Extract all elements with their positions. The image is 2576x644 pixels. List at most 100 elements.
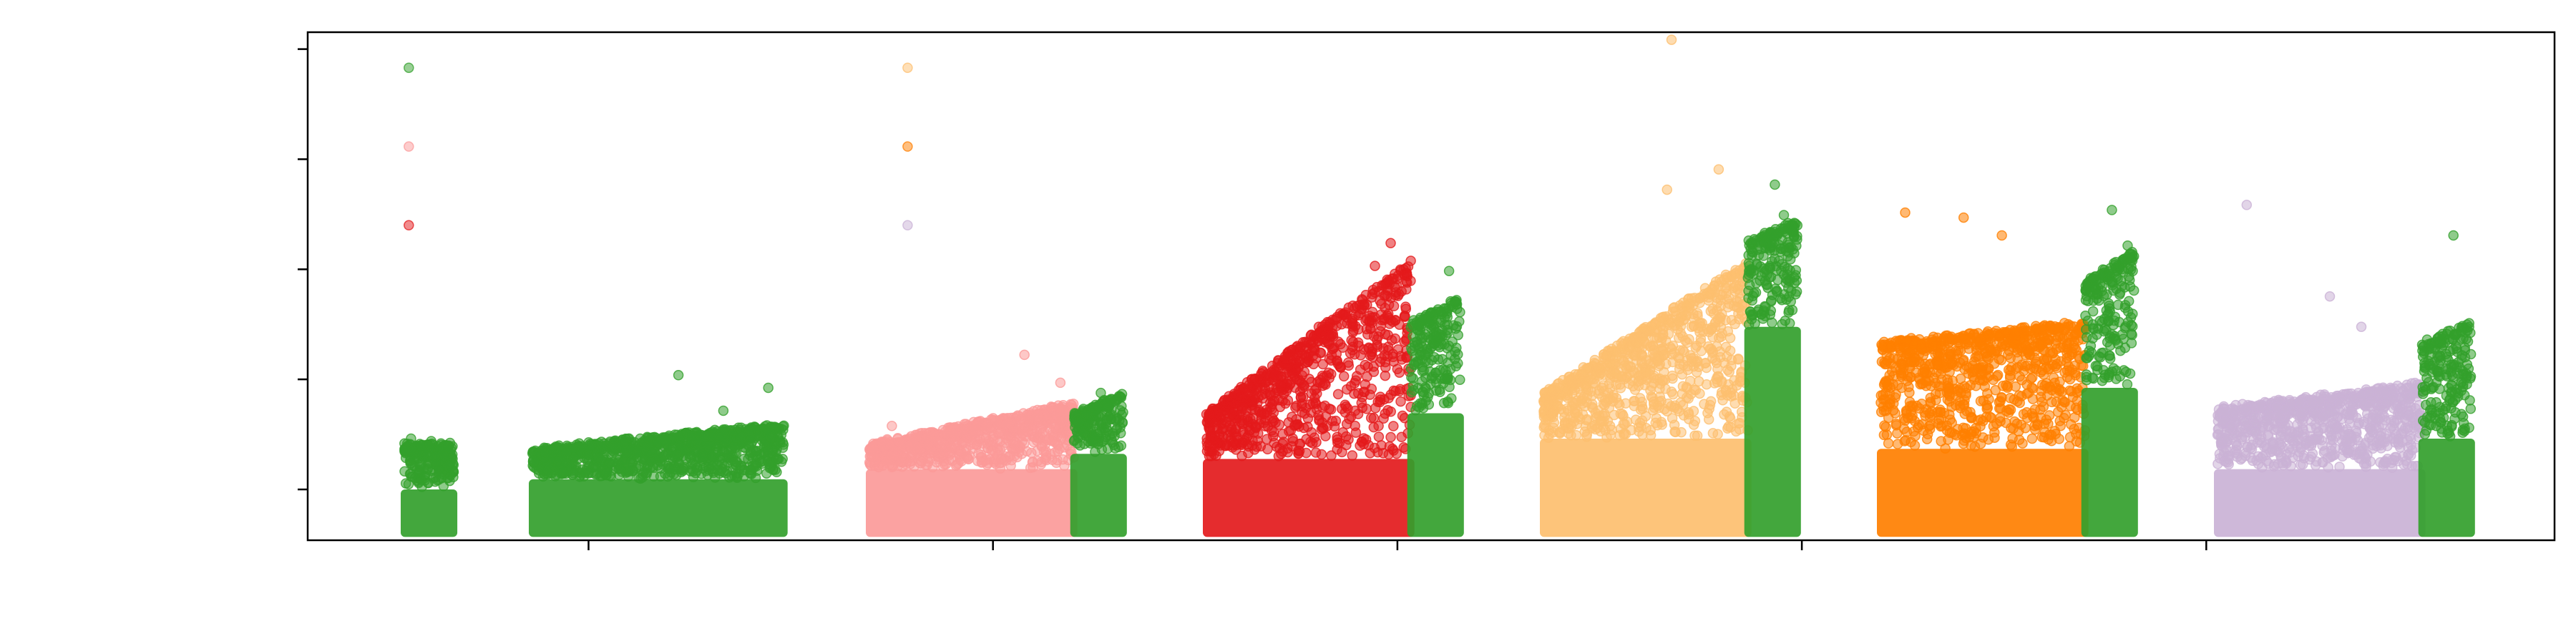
data-point — [1647, 392, 1658, 404]
data-point — [1981, 411, 1992, 423]
data-point — [1246, 374, 1258, 384]
data-point — [1093, 400, 1104, 411]
data-point — [1033, 409, 1044, 420]
data-point — [1785, 273, 1795, 284]
data-point — [1055, 377, 1066, 389]
data-point — [1701, 379, 1712, 390]
data-point — [1324, 353, 1335, 364]
data-point — [1385, 406, 1396, 417]
data-point — [1590, 407, 1601, 419]
data-point — [1218, 431, 1229, 442]
data-point — [1605, 369, 1616, 380]
data-point — [1406, 386, 1418, 398]
data-point — [1652, 356, 1663, 367]
data-point — [1378, 413, 1389, 424]
data-point — [1589, 374, 1600, 384]
data-point — [1342, 403, 1353, 414]
data-point — [884, 454, 895, 465]
data-point — [1735, 288, 1745, 299]
data-point — [1735, 372, 1746, 383]
series-band — [1744, 326, 1801, 537]
data-point — [1337, 342, 1348, 353]
data-point — [1363, 343, 1374, 354]
data-point — [1443, 373, 1453, 384]
data-point — [1659, 349, 1670, 360]
data-point — [593, 452, 605, 463]
data-point — [1667, 373, 1678, 384]
data-point — [1662, 184, 1672, 195]
data-point — [1409, 341, 1420, 352]
data-point — [406, 458, 416, 469]
data-point — [692, 464, 703, 476]
data-point — [434, 465, 445, 476]
data-point — [1371, 334, 1382, 346]
data-point — [678, 463, 689, 474]
data-point — [972, 417, 983, 428]
data-point — [895, 457, 907, 467]
data-point — [763, 382, 774, 394]
data-point — [700, 431, 711, 441]
data-point — [1442, 396, 1453, 407]
data-point — [608, 441, 619, 452]
data-point — [557, 467, 568, 477]
data-point — [416, 459, 427, 470]
data-point — [1736, 309, 1747, 320]
data-point — [1571, 395, 1583, 406]
data-point — [406, 433, 416, 444]
data-point — [1690, 385, 1702, 396]
data-point — [1615, 408, 1626, 419]
data-point — [1277, 438, 1288, 449]
data-point — [1243, 447, 1254, 459]
data-point — [675, 441, 686, 452]
data-point — [1390, 281, 1400, 293]
series-band — [1407, 413, 1464, 537]
data-point — [1686, 356, 1697, 367]
data-point — [422, 477, 434, 488]
series-band — [529, 479, 788, 537]
data-point — [620, 448, 630, 459]
data-point — [1572, 406, 1583, 417]
data-point — [1370, 260, 1380, 271]
data-point — [2044, 410, 2055, 421]
data-point — [560, 457, 571, 468]
data-point — [1726, 270, 1737, 281]
data-points — [399, 34, 2477, 537]
data-point — [413, 477, 424, 489]
data-point — [1599, 408, 1610, 419]
data-point — [1245, 394, 1257, 404]
data-point — [1669, 347, 1680, 358]
data-point — [1025, 462, 1036, 474]
data-point — [1752, 259, 1762, 270]
data-point — [962, 451, 972, 462]
data-point — [430, 450, 441, 462]
data-point — [1289, 420, 1300, 431]
data-point — [1323, 367, 1334, 379]
data-point — [1769, 253, 1780, 264]
data-point — [1434, 384, 1445, 395]
data-point — [1782, 263, 1793, 274]
data-point — [1743, 250, 1754, 261]
data-point — [1278, 389, 1289, 400]
data-point — [1313, 321, 1324, 333]
data-point — [1712, 364, 1723, 374]
data-point — [976, 457, 987, 468]
data-point — [441, 441, 452, 452]
data-point — [1102, 401, 1113, 412]
data-point — [1677, 345, 1689, 356]
data-point — [1672, 403, 1683, 414]
data-point — [973, 448, 984, 459]
data-point — [1646, 381, 1657, 392]
data-point — [1683, 409, 1694, 420]
data-point — [1775, 243, 1787, 255]
data-point — [1676, 426, 1687, 438]
data-point — [632, 446, 643, 457]
data-point — [1614, 399, 1625, 411]
data-point — [1748, 288, 1760, 299]
data-point — [1420, 356, 1431, 367]
data-point — [1299, 341, 1311, 352]
data-point — [1329, 315, 1340, 326]
data-point — [1691, 366, 1702, 378]
data-point — [1023, 420, 1035, 431]
data-point — [731, 472, 743, 483]
data-point — [1294, 445, 1305, 457]
